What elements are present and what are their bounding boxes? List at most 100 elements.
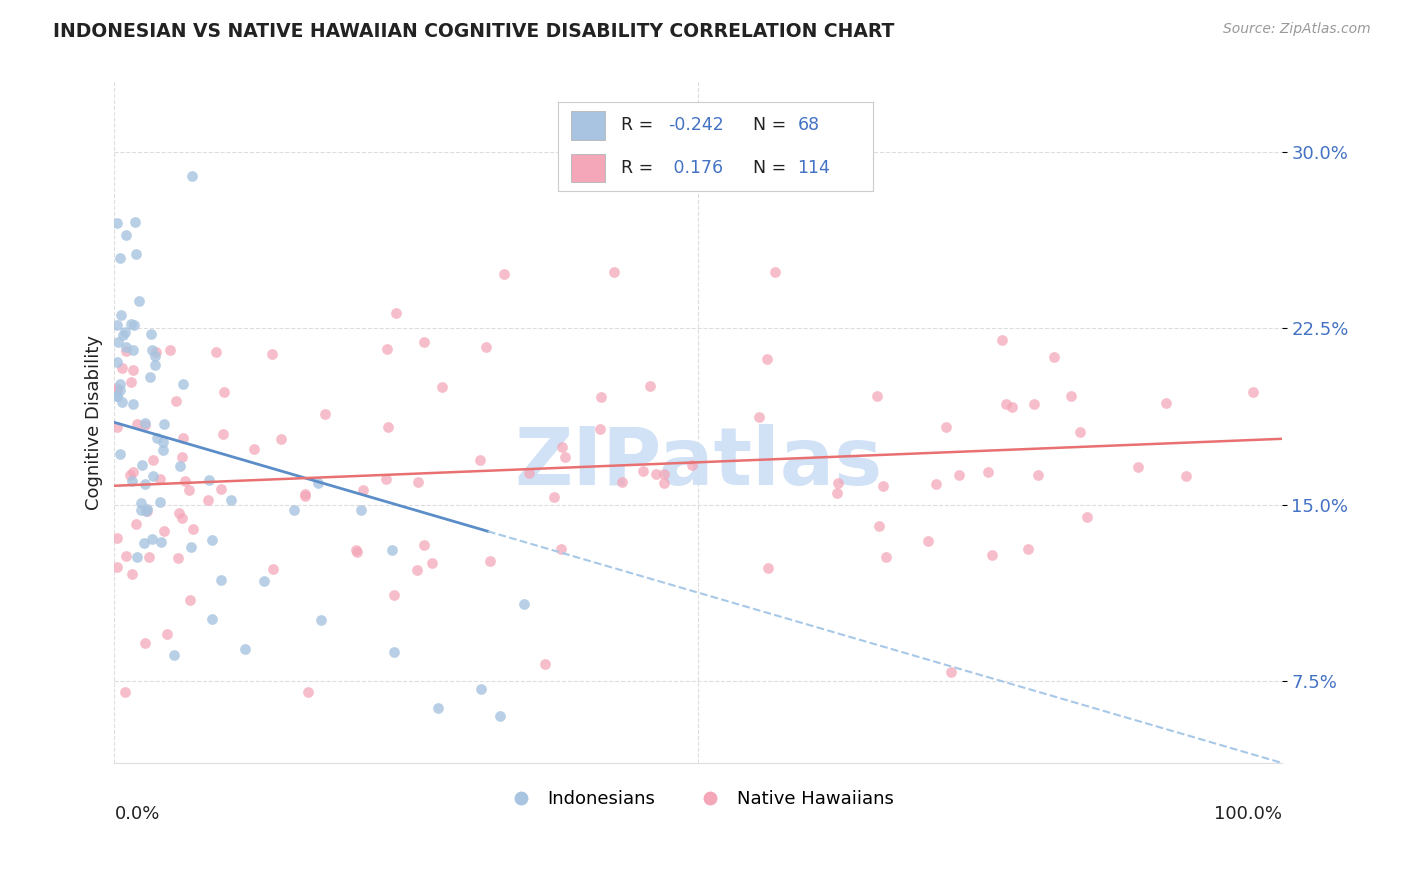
Point bbox=[115, 340, 138, 354]
Point bbox=[108, 447, 131, 461]
Point bbox=[270, 433, 292, 447]
Point bbox=[925, 476, 948, 491]
Point bbox=[145, 344, 167, 359]
Point bbox=[134, 635, 156, 649]
Point bbox=[426, 701, 449, 715]
Point bbox=[150, 535, 173, 549]
Point bbox=[180, 169, 202, 183]
Point bbox=[115, 549, 138, 563]
Point bbox=[107, 334, 129, 349]
Point bbox=[346, 545, 368, 559]
Point bbox=[149, 472, 172, 486]
Point bbox=[105, 355, 128, 369]
Point bbox=[111, 395, 134, 409]
Point bbox=[382, 588, 405, 602]
Point bbox=[105, 531, 128, 545]
Point bbox=[105, 383, 128, 397]
Point bbox=[633, 464, 655, 478]
Point bbox=[1060, 389, 1083, 403]
Point bbox=[197, 492, 219, 507]
Point bbox=[868, 519, 890, 533]
Point bbox=[134, 536, 156, 550]
Point bbox=[143, 359, 166, 373]
Point bbox=[152, 443, 174, 458]
Point bbox=[165, 394, 187, 409]
Point bbox=[124, 215, 146, 229]
Point bbox=[1175, 469, 1198, 483]
Point bbox=[122, 465, 145, 479]
Point bbox=[283, 503, 305, 517]
Point bbox=[866, 389, 889, 403]
Point bbox=[121, 567, 143, 582]
Point bbox=[121, 343, 143, 357]
Point bbox=[169, 506, 191, 520]
Point bbox=[120, 375, 142, 389]
Point bbox=[124, 517, 146, 532]
Point bbox=[149, 495, 172, 509]
Point bbox=[125, 247, 148, 261]
Point bbox=[297, 685, 319, 699]
Point bbox=[201, 612, 224, 626]
Point bbox=[142, 453, 165, 467]
Point bbox=[114, 685, 136, 699]
Point bbox=[294, 489, 316, 503]
Point bbox=[105, 559, 128, 574]
Point bbox=[141, 533, 163, 547]
Point bbox=[127, 417, 149, 432]
Point bbox=[682, 458, 704, 472]
Text: 100.0%: 100.0% bbox=[1213, 805, 1282, 823]
Point bbox=[105, 389, 128, 403]
Point bbox=[468, 452, 491, 467]
Point bbox=[1022, 397, 1045, 411]
Point bbox=[105, 389, 128, 403]
Point bbox=[163, 648, 186, 663]
Point bbox=[135, 503, 157, 517]
Point bbox=[756, 560, 779, 574]
Point bbox=[1042, 350, 1064, 364]
Point bbox=[314, 408, 336, 422]
Point bbox=[748, 409, 770, 424]
Point bbox=[159, 343, 181, 358]
Point bbox=[153, 417, 176, 432]
Point bbox=[105, 420, 128, 434]
Point bbox=[589, 421, 612, 435]
Point bbox=[118, 467, 141, 482]
Point bbox=[533, 657, 555, 672]
Text: INDONESIAN VS NATIVE HAWAIIAN COGNITIVE DISABILITY CORRELATION CHART: INDONESIAN VS NATIVE HAWAIIAN COGNITIVE … bbox=[53, 22, 894, 41]
Point bbox=[1017, 541, 1039, 556]
Text: 0.0%: 0.0% bbox=[114, 805, 160, 823]
Point bbox=[211, 427, 233, 442]
Point bbox=[344, 543, 367, 558]
Point bbox=[114, 325, 136, 339]
Point bbox=[112, 328, 135, 343]
Point bbox=[478, 554, 501, 568]
Point bbox=[262, 562, 284, 576]
Point bbox=[980, 548, 1002, 562]
Point bbox=[212, 385, 235, 400]
Point bbox=[156, 627, 179, 641]
Point bbox=[375, 472, 398, 486]
Point bbox=[309, 613, 332, 627]
Point bbox=[406, 563, 429, 577]
Point bbox=[125, 550, 148, 565]
Point bbox=[352, 483, 374, 498]
Point bbox=[875, 549, 897, 564]
Point bbox=[139, 370, 162, 384]
Point bbox=[763, 265, 786, 279]
Point bbox=[105, 318, 128, 332]
Point bbox=[146, 431, 169, 445]
Text: Source: ZipAtlas.com: Source: ZipAtlas.com bbox=[1223, 22, 1371, 37]
Point bbox=[172, 431, 194, 445]
Point bbox=[382, 645, 405, 659]
Point bbox=[108, 376, 131, 391]
Point bbox=[995, 397, 1018, 411]
Point bbox=[198, 473, 221, 487]
Point bbox=[233, 642, 256, 657]
Point bbox=[307, 476, 329, 491]
Point bbox=[1000, 401, 1022, 415]
Point bbox=[1154, 395, 1177, 409]
Point bbox=[406, 475, 429, 489]
Point bbox=[977, 465, 1000, 479]
Point bbox=[375, 342, 398, 356]
Point bbox=[939, 665, 962, 680]
